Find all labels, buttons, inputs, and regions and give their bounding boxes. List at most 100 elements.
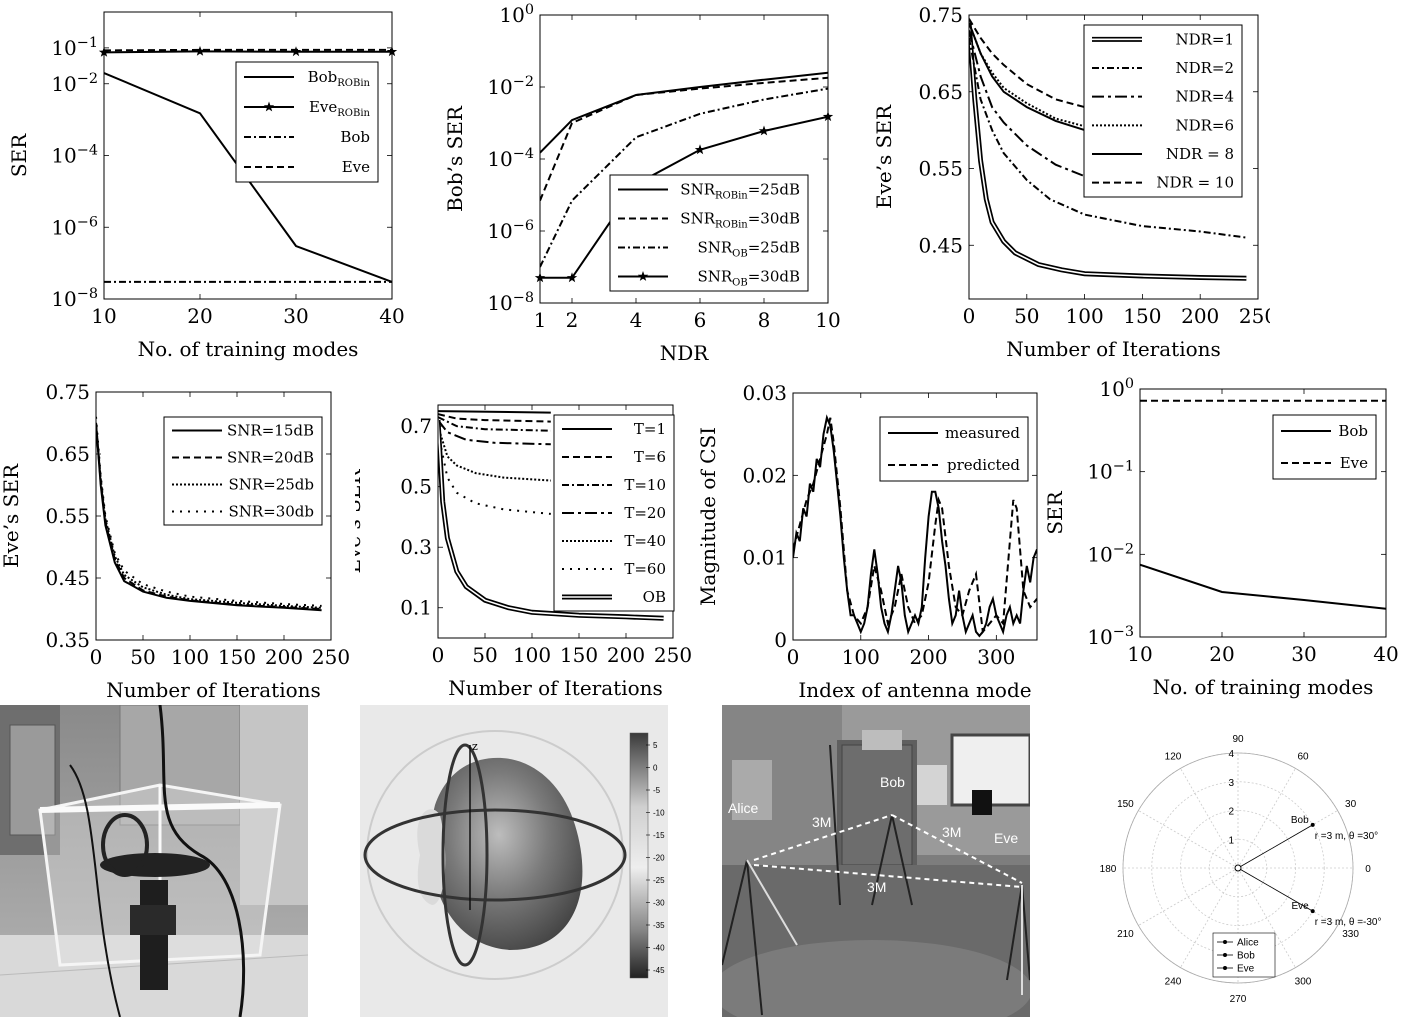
series-line (793, 417, 1037, 635)
polar-spoke (1180, 768, 1239, 869)
x-tick-label: 10 (815, 308, 840, 332)
distance-label-alice-eve: 3M (867, 879, 886, 895)
y-tick-label: 10−6 (51, 214, 98, 239)
legend-label: SNRROBin=30dB (680, 210, 800, 231)
y-tick-label: 10−2 (487, 74, 534, 99)
x-tick-label: 6 (694, 308, 707, 332)
y-tick-label: 0.7 (400, 414, 432, 438)
y-tick-label: 0.75 (45, 380, 90, 404)
series-line (969, 22, 1085, 128)
y-tick-label: 100 (1099, 376, 1134, 401)
legend-label: SNR=15dB (227, 422, 314, 440)
polar-angle-label: 30 (1345, 799, 1357, 810)
y-axis-label: Eve’s SER (872, 104, 896, 209)
legend-label: Eve (342, 158, 370, 176)
polar-legend-marker (1223, 940, 1227, 944)
x-tick-label: 100 (171, 645, 209, 669)
legend-label: SNR=20dB (227, 449, 314, 467)
series-line (104, 50, 392, 54)
legend-label: SNR=25db (228, 476, 314, 494)
polar-angle-label: 270 (1230, 994, 1247, 1005)
polar-outer-ring (1122, 752, 1354, 984)
y-tick-label: 0.55 (918, 157, 963, 181)
polar-radial-label: 1 (1228, 835, 1234, 846)
series-line (969, 37, 1247, 239)
y-tick-label: 0.35 (45, 628, 90, 652)
colorbar-tick-label: -25 (653, 876, 665, 885)
bob-vector (1237, 824, 1313, 869)
y-tick-label: 0.65 (918, 80, 963, 104)
x-tick-label: 0 (963, 304, 976, 328)
legend-label: NDR=2 (1175, 59, 1234, 77)
x-tick-label: 30 (1291, 642, 1316, 666)
legend-box (879, 416, 1029, 482)
legend-label: Eve (1340, 454, 1368, 472)
polar-angle-label: 330 (1342, 929, 1359, 940)
x-tick-label: 20 (187, 304, 212, 328)
colorbar-tick-label: 5 (653, 741, 658, 750)
legend-label: OB (643, 588, 666, 606)
legend-box (1272, 414, 1377, 480)
plot-frame (1139, 388, 1387, 638)
x-tick-label: 0 (90, 645, 103, 669)
x-tick-label: 50 (130, 645, 155, 669)
series-line (438, 419, 551, 446)
chart-ser-training-modes-robin: 10 20 30 40 10−8 10−6 10−4 10−2 10−1 No. of train… (7, 11, 405, 361)
series-line (969, 18, 1085, 109)
x-tick-label: 0 (432, 643, 445, 667)
star-marker (566, 272, 578, 283)
legend-label: T=40 (624, 532, 666, 550)
x-axis-label: Number of Iterations (106, 678, 321, 702)
y-axis-label: Magnitude of CSI (696, 427, 720, 606)
legend-box (1083, 24, 1243, 198)
series-line (540, 115, 828, 279)
x-tick-label: 10 (1127, 642, 1152, 666)
plot-frame (792, 392, 1038, 641)
x-tick-label: 200 (607, 643, 645, 667)
polar-legend-marker (1223, 953, 1227, 957)
chart-ser-training-modes: 10 20 30 40 10−3 10−2 10−1 100 No. of training m… (1045, 376, 1399, 699)
x-tick-label: 10 (91, 304, 116, 328)
star-marker (758, 125, 770, 136)
y-tick-label: 0.01 (742, 546, 787, 570)
x-tick-label: 50 (472, 643, 497, 667)
y-tick-label: 10−1 (1087, 459, 1134, 484)
alice-label: Alice (728, 800, 759, 816)
x-axis-label: Number of Iterations (448, 676, 663, 700)
x-tick-label: 150 (218, 645, 256, 669)
eve-marker (1310, 909, 1315, 914)
colorbar-tick-label: -5 (653, 786, 661, 795)
legend-label: SNRROBin=25dB (680, 181, 800, 202)
y-tick-label: 10−4 (51, 143, 98, 168)
legend-label: EveROBin (309, 98, 371, 119)
y-tick-label: 100 (499, 2, 534, 27)
series-line-inner (438, 420, 664, 620)
x-axis-label: NDR (660, 341, 710, 365)
polar-radial-label: 2 (1228, 807, 1234, 818)
polar-angle-label: 180 (1100, 864, 1117, 875)
y-tick-label: 10−3 (1087, 624, 1134, 649)
eve-vector (1237, 867, 1313, 912)
x-tick-label: 100 (1066, 304, 1104, 328)
chart-eve-ser-ndr-iterations: 0 50 100 150 200 250 0.45 0.55 0.65 0.75 Number of… (872, 3, 1270, 361)
y-tick-label: 10−2 (51, 71, 98, 96)
chart-csi-magnitude: 0 100 200 300 0 0.01 0.02 0.03 Index of antenna … (696, 381, 1038, 702)
legend-label: BobROBin (308, 68, 371, 89)
series-line (438, 410, 551, 414)
legend-box (235, 61, 379, 183)
x-tick-label: 2 (566, 308, 579, 332)
polar-angle-label: 300 (1295, 977, 1312, 988)
polar-legend-label: Alice (1237, 938, 1259, 949)
alice-marker (1234, 864, 1242, 872)
eve-label: Eve (994, 830, 1018, 846)
y-tick-label: 10−8 (487, 290, 534, 315)
y-tick-label: 0.3 (400, 535, 432, 559)
x-tick-label: 20 (1209, 642, 1234, 666)
polar-angle-label: 210 (1117, 929, 1134, 940)
x-tick-label: 1 (534, 308, 547, 332)
y-tick-label: 0.55 (45, 504, 90, 528)
x-tick-label: 150 (560, 643, 598, 667)
y-axis-label: Eve’s SER (0, 463, 23, 568)
x-tick-label: 100 (842, 645, 880, 669)
legend-label: SNROB=25dB (697, 239, 800, 260)
